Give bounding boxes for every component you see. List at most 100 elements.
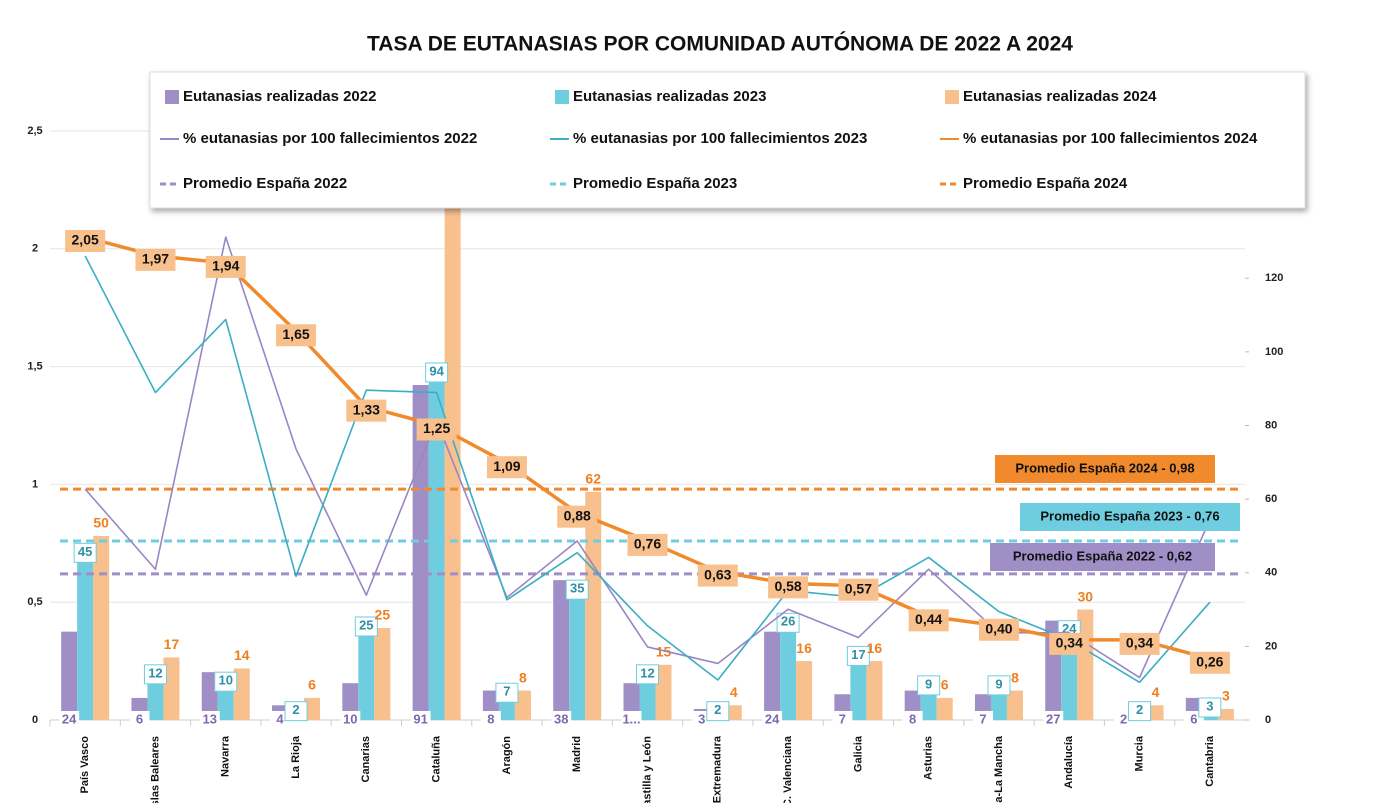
bar	[514, 690, 531, 720]
chart-title: TASA DE EUTANASIAS POR COMUNIDAD AUTÓNOM…	[367, 32, 1073, 56]
line-label-box	[1119, 632, 1160, 655]
bar-label-box	[776, 612, 800, 633]
bar-label: 9	[995, 676, 1002, 691]
bar	[796, 661, 813, 720]
y2-tick-label: 80	[1265, 419, 1277, 431]
bar	[1147, 705, 1164, 720]
y2-tick-label: 120	[1265, 272, 1283, 284]
line-label: 0,40	[985, 620, 1012, 636]
bar	[201, 672, 218, 720]
bar	[93, 535, 110, 720]
bar	[936, 697, 953, 720]
bar-label: 38	[554, 711, 568, 726]
bar-label: 35	[570, 581, 584, 596]
bar-label: 3	[698, 711, 705, 726]
bar-label-box	[902, 711, 923, 729]
legend-marker	[945, 90, 959, 104]
x-tick-label: Navarra	[220, 735, 232, 777]
legend-label: Promedio España 2024	[963, 175, 1128, 192]
x-tick-label: Madrid	[571, 736, 583, 772]
y-tick-label: 1,5	[27, 361, 42, 373]
line	[84, 235, 1211, 661]
line-label: 1,25	[423, 420, 450, 436]
x-tick-label: Cantabria	[1204, 735, 1216, 787]
bar-label: 8	[909, 711, 916, 726]
line-label-box	[978, 618, 1019, 641]
bar-label: 3	[1206, 698, 1213, 713]
legend-label: Eutanasias realizadas 2024	[963, 88, 1157, 105]
bar-label: 14	[234, 647, 250, 663]
line-label-box	[627, 533, 668, 556]
x-tick-label: La Rioja	[290, 735, 302, 779]
bar	[147, 675, 164, 720]
x-tick-label: País Vasco	[79, 736, 91, 794]
bar-label-box	[636, 664, 659, 685]
line-label: 0,63	[704, 566, 731, 582]
y2-tick-label: 60	[1265, 493, 1277, 505]
line-label-box	[557, 505, 598, 528]
bar-label-box	[425, 362, 449, 383]
bar-label: 7	[503, 684, 510, 699]
x-tick-label: Galicia	[852, 735, 864, 772]
bar-label: 24	[765, 711, 780, 726]
bar	[374, 627, 391, 720]
line-label: 0,26	[1196, 653, 1223, 669]
bar-label-box	[495, 682, 519, 703]
x-tick-label: Andalucía	[1063, 735, 1075, 788]
bar-label-box	[846, 645, 870, 666]
bar-label: 16	[867, 640, 883, 656]
x-tick-label: C. Valenciana	[782, 735, 794, 803]
line-label-box	[1049, 632, 1090, 655]
bar-label: 27	[1046, 711, 1060, 726]
line-label-box	[135, 248, 176, 271]
line-label: 0,44	[915, 611, 942, 627]
bar-label: 7	[979, 711, 986, 726]
bar	[342, 683, 359, 720]
y-tick-label: 0	[32, 714, 38, 726]
bar-label: 2	[1120, 711, 1127, 726]
bar	[444, 186, 461, 720]
y2-tick-label: 20	[1265, 640, 1277, 652]
bar	[233, 668, 250, 720]
bar-label-box	[917, 675, 941, 696]
bar-label: 50	[93, 515, 109, 531]
bar-label-box	[143, 664, 167, 685]
reference-label: Promedio España 2022 - 0,62	[1013, 548, 1192, 563]
line-label: 0,88	[564, 507, 591, 523]
bar-label: 24	[62, 711, 77, 726]
bar	[639, 675, 656, 720]
line-label-box	[1189, 651, 1230, 674]
bar	[163, 657, 180, 720]
x-tick-label: Canarias	[360, 736, 372, 782]
bar	[553, 580, 570, 720]
x-tick-label: Cataluña	[431, 735, 443, 782]
bar-label: 6	[136, 711, 143, 726]
bar-label: 45	[78, 544, 92, 559]
line-label: 1,33	[353, 401, 380, 417]
line-label: 2,05	[72, 232, 99, 248]
bar-label: 2	[1136, 702, 1143, 717]
bar-label: 16	[796, 640, 812, 656]
line-label-box	[486, 456, 527, 479]
bar-label-box	[59, 711, 80, 729]
bar-label: 13	[203, 711, 217, 726]
x-tick-label: Asturias	[923, 736, 935, 780]
bar-label-box	[621, 711, 642, 729]
bar-label-box	[762, 711, 783, 729]
bar-label: 17	[851, 647, 865, 662]
bar-label: 8	[519, 669, 527, 685]
bar-label: 10	[219, 673, 233, 688]
reference-label-box	[995, 455, 1215, 483]
bar-label: 3	[1222, 688, 1230, 704]
bar-label: 26	[781, 614, 795, 629]
bar-label-box	[73, 542, 97, 563]
reference-label-box	[1020, 503, 1240, 531]
bar-label-box	[1128, 701, 1152, 722]
bar-label: 17	[164, 636, 180, 652]
y-tick-label: 2,5	[27, 125, 42, 137]
reference-label: Promedio España 2023 - 0,76	[1040, 508, 1219, 523]
x-tick-label: Castilla-La Mancha	[993, 735, 1005, 803]
line-label: 0,76	[634, 536, 661, 552]
line-label: 0,57	[845, 580, 872, 596]
